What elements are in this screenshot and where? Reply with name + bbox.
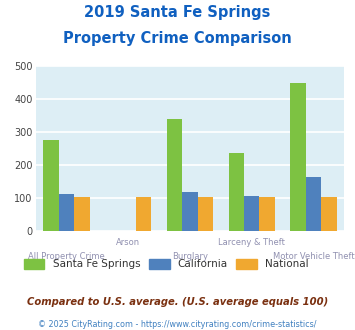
Bar (136, 197, 151, 231)
Bar (306, 177, 321, 231)
Bar (74, 197, 89, 231)
Bar (182, 192, 198, 231)
Bar (260, 197, 275, 231)
Bar (198, 197, 213, 231)
Bar (321, 197, 337, 231)
Text: Larceny & Theft: Larceny & Theft (218, 238, 285, 247)
Legend: Santa Fe Springs, California, National: Santa Fe Springs, California, National (20, 255, 313, 274)
Text: Motor Vehicle Theft: Motor Vehicle Theft (273, 252, 354, 261)
Bar (244, 196, 260, 231)
Text: © 2025 CityRating.com - https://www.cityrating.com/crime-statistics/: © 2025 CityRating.com - https://www.city… (38, 320, 317, 329)
Text: All Property Crime: All Property Crime (28, 252, 105, 261)
Text: Compared to U.S. average. (U.S. average equals 100): Compared to U.S. average. (U.S. average … (27, 297, 328, 307)
Bar (290, 83, 306, 231)
Text: Arson: Arson (116, 238, 140, 247)
Bar (59, 194, 74, 231)
Bar (43, 140, 59, 231)
Bar (229, 153, 244, 231)
Bar (167, 119, 182, 231)
Text: Property Crime Comparison: Property Crime Comparison (63, 31, 292, 46)
Text: 2019 Santa Fe Springs: 2019 Santa Fe Springs (84, 5, 271, 20)
Text: Burglary: Burglary (172, 252, 208, 261)
